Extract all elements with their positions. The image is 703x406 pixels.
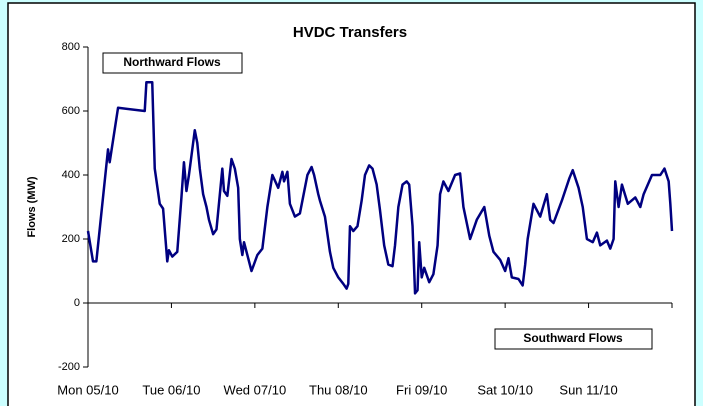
x-tick-label: Wed 07/10 bbox=[224, 382, 287, 397]
data-line bbox=[86, 80, 674, 295]
x-tick-label: Tue 06/10 bbox=[142, 382, 200, 397]
x-tick-label: Sun 11/10 bbox=[559, 382, 617, 397]
y-tick-label: -200 bbox=[58, 361, 80, 373]
chart-title: HVDC Transfers bbox=[293, 24, 407, 41]
x-tick-label: Sat 10/10 bbox=[477, 382, 533, 397]
x-tick-label: Thu 08/10 bbox=[309, 382, 368, 397]
y-tick-label: 0 bbox=[74, 297, 80, 309]
y-tick-label: 800 bbox=[62, 41, 80, 53]
y-tick-label: 600 bbox=[62, 105, 80, 117]
y-tick-label: 200 bbox=[62, 233, 80, 245]
annotation: Southward Flows bbox=[523, 331, 623, 345]
y-tick-label: 400 bbox=[62, 169, 80, 181]
annotation-box bbox=[494, 328, 653, 350]
x-tick-label: Mon 05/10 bbox=[57, 382, 118, 397]
x-tick-label: Fri 09/10 bbox=[396, 382, 447, 397]
y-axis-label: Flows (MW) bbox=[26, 176, 38, 237]
annotation: Northward Flows bbox=[123, 55, 221, 69]
annotation-box bbox=[102, 52, 243, 74]
